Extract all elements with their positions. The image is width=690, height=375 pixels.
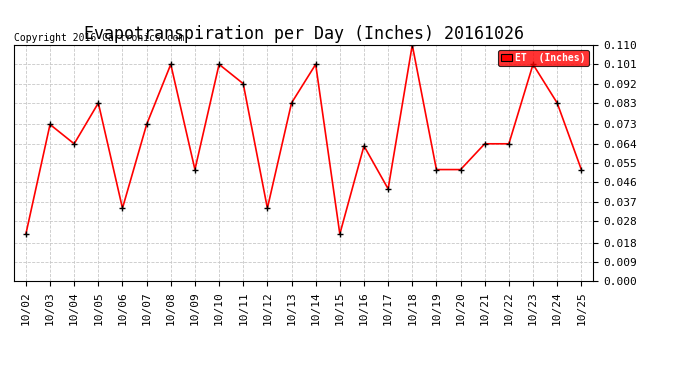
- Text: Copyright 2016 Cartronics.com: Copyright 2016 Cartronics.com: [14, 33, 184, 43]
- Legend: ET  (Inches): ET (Inches): [497, 50, 589, 66]
- Title: Evapotranspiration per Day (Inches) 20161026: Evapotranspiration per Day (Inches) 2016…: [83, 26, 524, 44]
